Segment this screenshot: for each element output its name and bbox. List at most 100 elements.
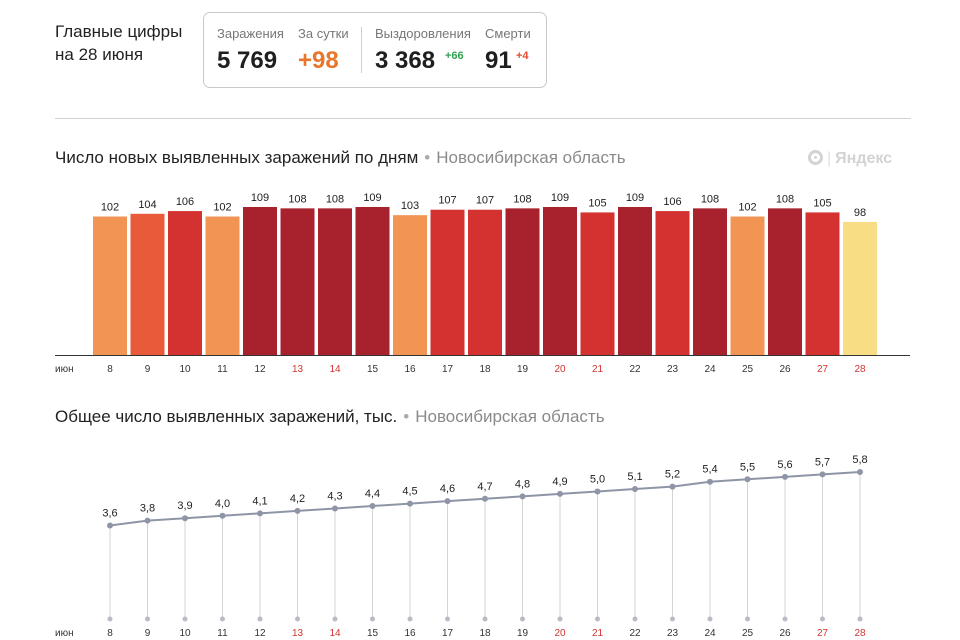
baseline-dot <box>595 616 600 622</box>
x-tick-label: 8 <box>107 364 113 375</box>
point-26 <box>782 473 788 480</box>
x-axis-month-label: июн <box>55 628 74 639</box>
bar-9 <box>130 213 165 355</box>
bar-value-label: 108 <box>513 193 531 205</box>
x-tick-label: 26 <box>779 628 791 639</box>
point-28 <box>857 469 863 475</box>
x-tick-label: 20 <box>554 628 566 639</box>
x-tick-label: 22 <box>629 628 641 639</box>
x-tick-label: 10 <box>179 628 191 639</box>
stat-infections-value: 5 769 <box>217 47 278 74</box>
point-10 <box>182 515 188 522</box>
bar-17 <box>430 209 465 355</box>
x-tick-label: 14 <box>329 364 341 375</box>
baseline-dot <box>407 616 413 622</box>
x-tick-label: 17 <box>442 364 454 375</box>
baseline-dot <box>782 616 788 622</box>
point-value-label: 4,6 <box>440 483 455 495</box>
bar-chart-subtitle: Новосибирская область <box>436 148 626 167</box>
x-tick-label: 10 <box>179 364 191 375</box>
bar-value-label: 106 <box>663 196 681 208</box>
bar-24 <box>693 208 727 355</box>
x-tick-label: 14 <box>329 628 341 639</box>
line-chart-subtitle: Новосибирская область <box>415 407 605 426</box>
bar-value-label: 104 <box>138 199 156 211</box>
baseline-dot <box>107 616 113 622</box>
point-13 <box>294 507 301 514</box>
point-value-label: 4,8 <box>515 478 530 490</box>
yandex-logo: | Яндекс <box>808 150 892 168</box>
bar-10 <box>168 211 202 355</box>
point-value-label: 5,8 <box>852 454 867 466</box>
point-value-label: 5,7 <box>815 456 830 468</box>
line-chart-title: Общее число выявленных заражений, тыс. • Н… <box>55 407 605 427</box>
stats-divider <box>361 27 362 73</box>
yandex-logo-icon <box>808 150 823 165</box>
x-tick-label: 24 <box>704 628 716 639</box>
x-tick-label: 11 <box>217 364 228 375</box>
point-value-label: 4,4 <box>365 488 380 500</box>
baseline-dot <box>257 616 263 622</box>
stat-deaths-label: Смерти <box>485 26 531 41</box>
x-tick-label: 18 <box>479 628 491 639</box>
x-tick-label: 23 <box>667 628 679 639</box>
bar-14 <box>318 208 352 355</box>
bar-chart-title-text: Число новых выявленных заражений по дням <box>55 148 419 167</box>
point-value-label: 5,4 <box>702 464 717 476</box>
x-tick-label: 19 <box>517 628 529 639</box>
stat-recoveries-delta: +66 <box>445 50 464 62</box>
x-tick-label: 13 <box>292 364 304 375</box>
bar-value-label: 109 <box>551 192 569 204</box>
point-11 <box>219 512 226 519</box>
title-dot-separator: • <box>424 148 431 167</box>
line-chart-title-text: Общее число выявленных заражений, тыс. <box>55 407 398 426</box>
bar-15 <box>355 207 390 355</box>
point-value-label: 4,7 <box>477 481 492 493</box>
x-tick-label: 27 <box>817 364 829 375</box>
point-value-label: 3,8 <box>140 503 155 515</box>
point-value-label: 4,2 <box>290 493 305 505</box>
point-22 <box>632 486 638 493</box>
bar-value-label: 102 <box>738 202 756 214</box>
x-tick-label: 25 <box>742 364 754 375</box>
point-23 <box>669 483 676 490</box>
baseline-dot <box>145 616 150 622</box>
bar-value-label: 98 <box>854 207 866 219</box>
yandex-logo-text: Яндекс <box>835 150 893 167</box>
x-tick-label: 21 <box>592 628 604 639</box>
point-value-label: 4,5 <box>402 486 417 498</box>
point-25 <box>744 476 751 483</box>
point-17 <box>444 498 451 505</box>
bar-12 <box>243 207 277 355</box>
x-tick-label: 12 <box>254 364 266 375</box>
bar-value-label: 109 <box>626 192 644 204</box>
baseline-dot <box>370 616 375 622</box>
bar-value-label: 105 <box>588 197 606 209</box>
point-21 <box>594 488 601 495</box>
x-tick-label: 21 <box>592 364 604 375</box>
x-tick-label: 18 <box>479 364 491 375</box>
x-tick-label: 16 <box>404 628 416 639</box>
point-9 <box>144 517 151 524</box>
point-value-label: 5,0 <box>590 473 605 485</box>
x-tick-label: 16 <box>404 364 416 375</box>
x-tick-label: 17 <box>442 628 454 639</box>
bar-value-label: 102 <box>101 202 119 214</box>
x-tick-label: 27 <box>817 628 829 639</box>
bar-27 <box>805 212 840 355</box>
title-dot-separator: • <box>403 407 410 426</box>
bar-22 <box>618 207 652 355</box>
x-tick-label: 19 <box>517 364 529 375</box>
x-tick-label: 13 <box>292 628 304 639</box>
x-tick-label: 12 <box>254 628 266 639</box>
baseline-dot <box>670 616 675 622</box>
bar-8 <box>93 216 127 355</box>
bar-value-label: 102 <box>213 202 231 214</box>
point-value-label: 3,9 <box>177 500 192 512</box>
point-value-label: 5,6 <box>777 459 792 471</box>
x-tick-label: 22 <box>629 364 641 375</box>
stat-deaths-value: 91 <box>485 47 512 74</box>
page-title-line2: на 28 июня <box>55 45 144 64</box>
